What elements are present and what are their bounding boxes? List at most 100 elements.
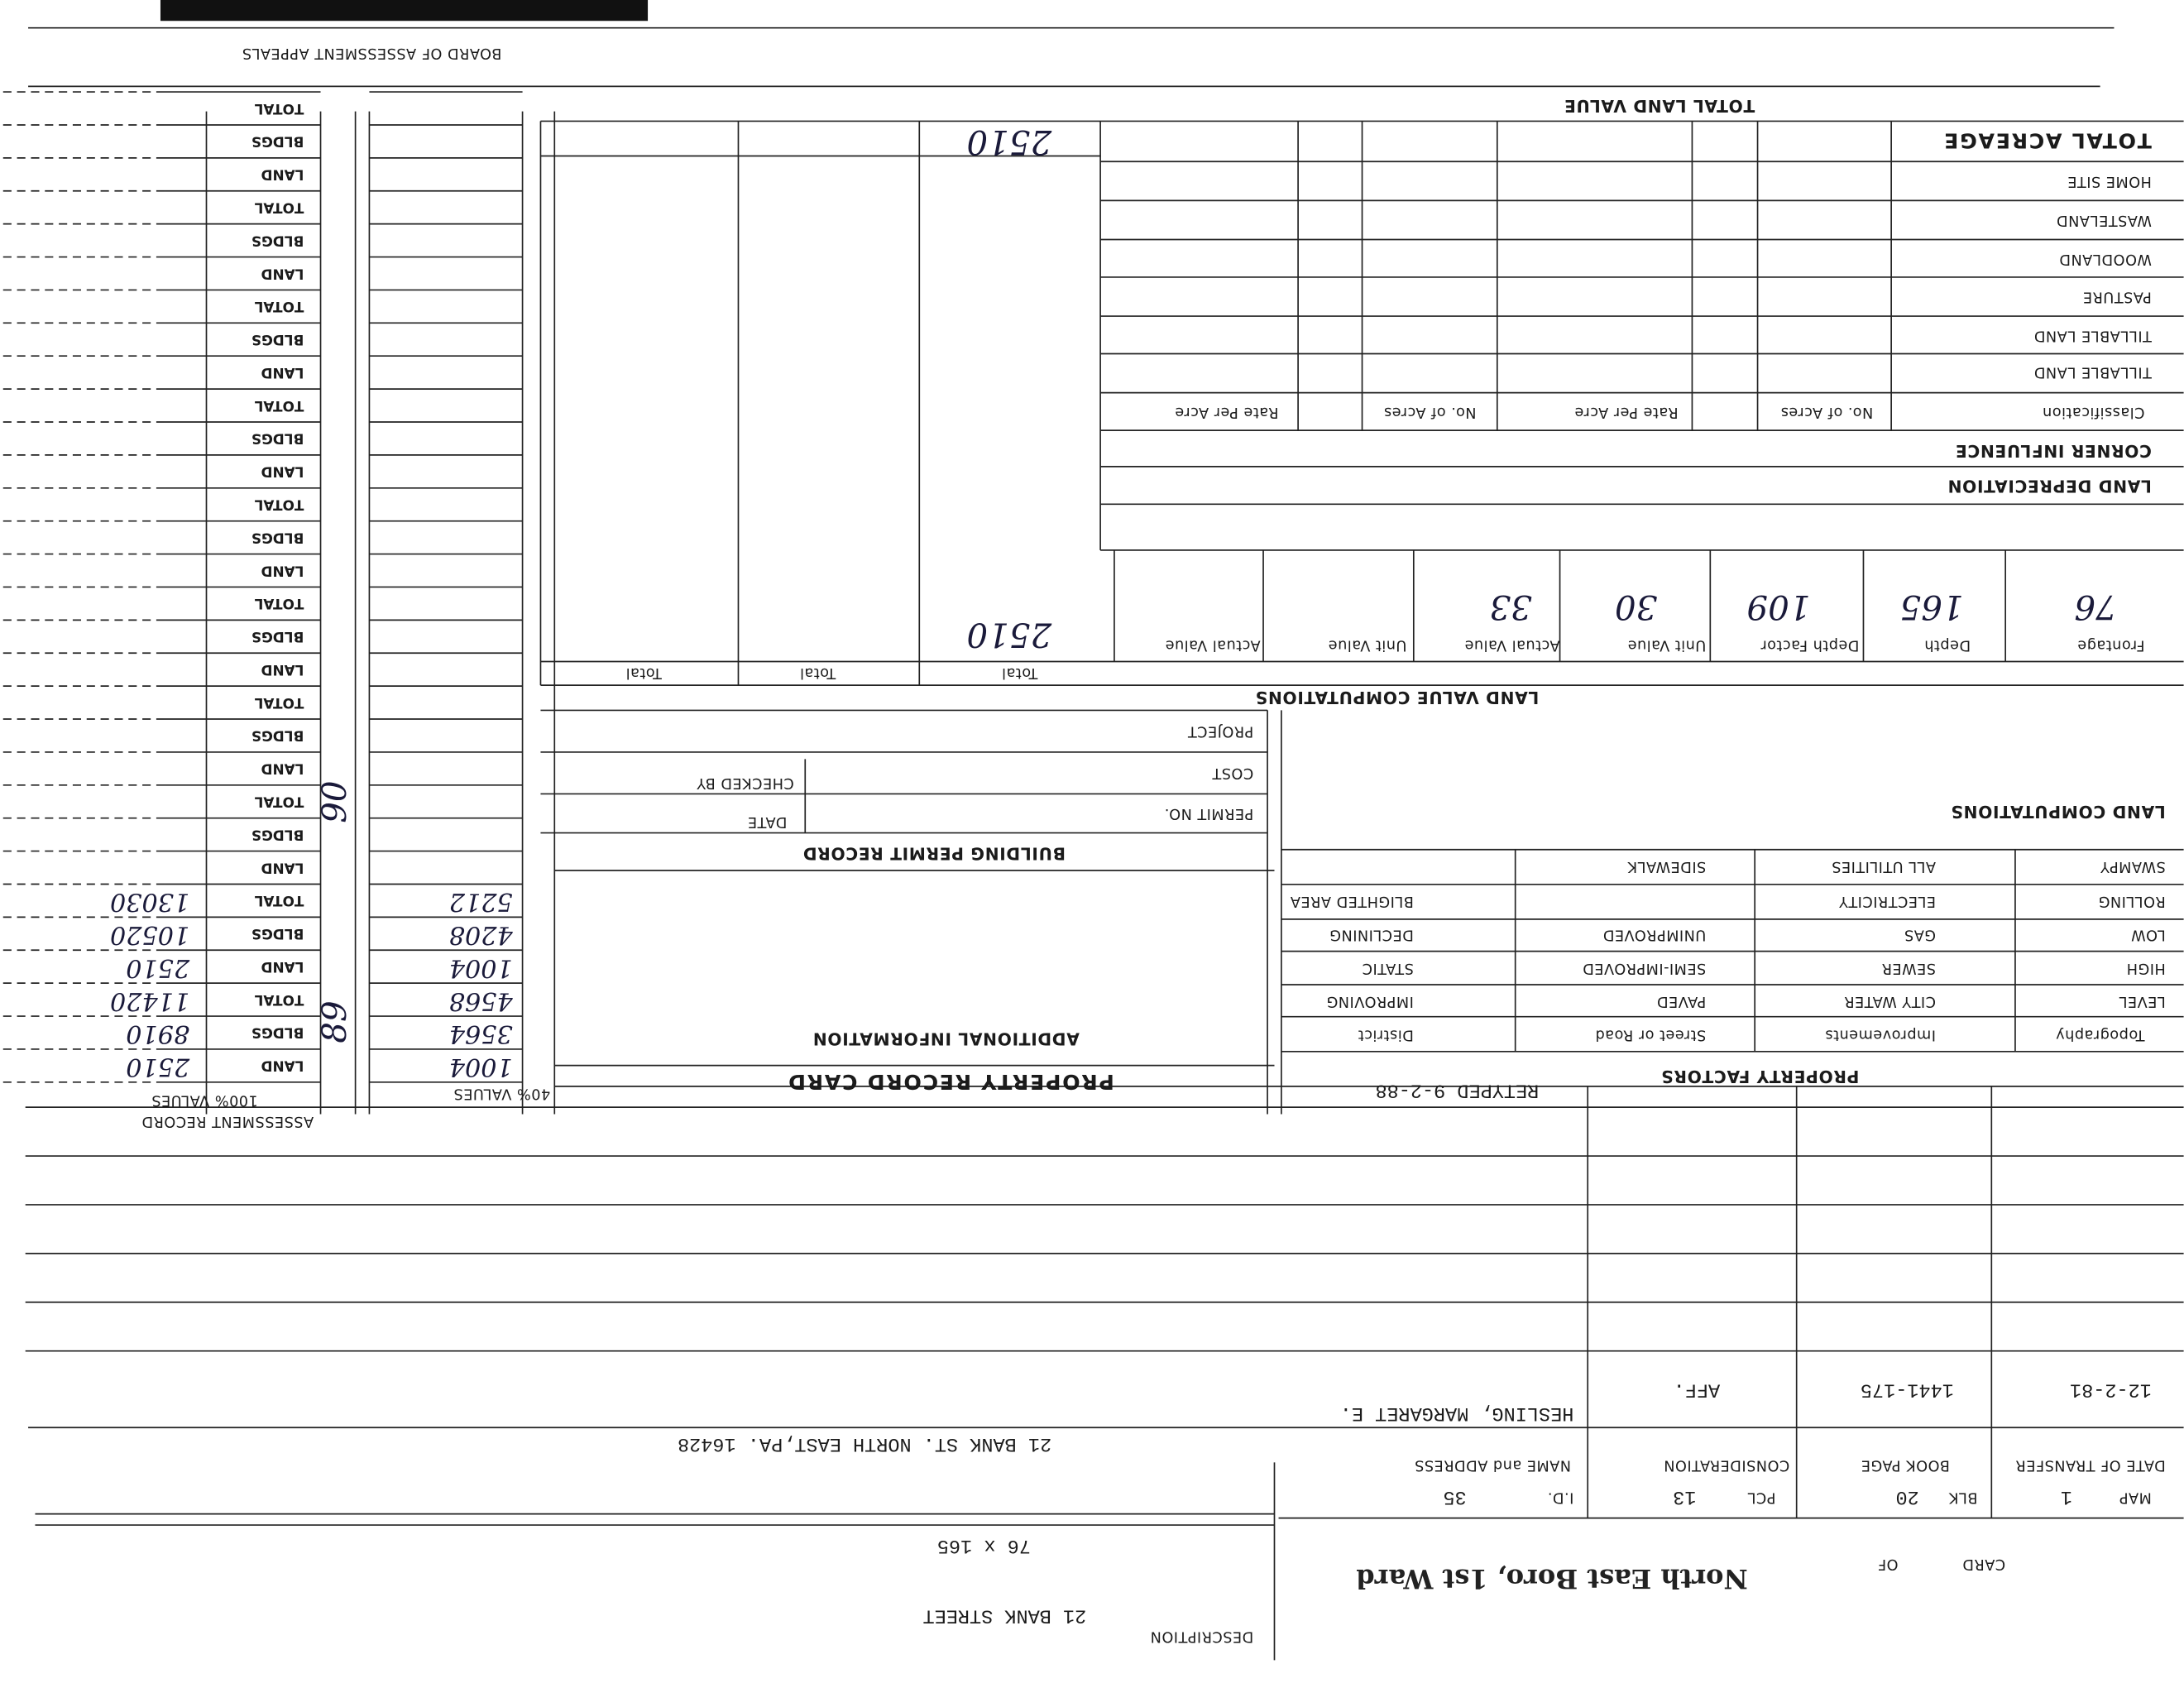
column-header: Improvements [1825,1027,1936,1043]
row-label: BLDGS [251,629,304,645]
handwritten-value: 10520 [110,920,189,949]
handwritten-value: 2510 [126,953,190,982]
row-label: TOTAL [254,794,304,810]
handwritten-value: 13030 [110,887,189,916]
handwritten-value: 76 [2074,587,2116,626]
factor: ALL UTILITIES [1832,858,1936,875]
address: 21 BANK ST. NORTH EAST,PA. 16428 [678,1432,1051,1455]
row-label: BLDGS [251,134,304,151]
factor: CITY WATER [1844,993,1936,1009]
column-header: Actual Value [1165,636,1260,653]
column-header: NAME and ADDRESS [1415,1457,1571,1474]
row-label: TOTAL [254,596,304,612]
row-label: TOTAL [254,398,304,415]
column-header: Topography [2056,1027,2146,1043]
section-title: PROPERTY FACTORS [1661,1067,1860,1086]
column-header: Unit Value [1328,636,1406,653]
section-title: LAND COMPUTATIONS [1951,802,2166,822]
column-header: BOOK PAGE [1861,1457,1949,1474]
handwritten-value: 5212 [449,887,513,916]
row-label: LAND [261,365,304,381]
cell: HESLING, MARGARET E. [1340,1402,1574,1424]
factor: STATIC [1362,960,1414,976]
column-header: Depth Factor [1760,636,1860,653]
column-header: CONSIDERATION [1664,1457,1790,1474]
handwritten-value: 1004 [449,1053,513,1081]
label: PCL [1747,1489,1775,1505]
section-title: CORNER INFLUENCE [1955,441,2152,461]
section-title: ASSESSMENT RECORD [141,1113,314,1129]
factor: GAS [1904,926,1936,942]
row-label: LAND [261,1058,304,1075]
label: 1 [2061,1485,2072,1508]
municipality: North East Boro, 1st Ward [1356,1563,1747,1594]
handwritten-value: 8910 [126,1019,189,1048]
row-label: BLDGS [251,1025,304,1042]
column-header: Frontage [2077,636,2145,653]
description: 21 BANK STREET [922,1604,1086,1626]
label: 13 [1673,1485,1696,1508]
label: COST [1212,765,1253,781]
column-header: Unit Value [1627,636,1706,653]
row-label: TOTAL [254,992,304,1009]
column-header: Rate Per Acre [1175,404,1279,420]
classification: HOME SITE [2067,173,2152,189]
row-label: TOTAL [254,893,304,909]
row-label: BLDGS [251,827,304,843]
row-label: LAND [261,563,304,579]
classification: PASTURE [2082,289,2151,305]
label: 35 [1444,1485,1467,1508]
column-header: Rate Per Acre [1574,404,1679,420]
column-header: 40% VALUES [453,1085,550,1101]
cell: 12-2-81 [2070,1379,2152,1401]
factor: SIDEWALK [1627,858,1706,875]
column-header: No. of Acres [1780,404,1873,420]
section-title: LAND VALUE COMPUTATIONS [1255,688,1539,707]
classification: WOODLAND [2059,251,2152,267]
classification: TILLABLE LAND [2033,328,2153,344]
row-label: LAND [261,167,304,184]
handwritten-value: 4208 [449,920,514,949]
scan-bar [160,0,649,22]
note: RETYPED 9-2-88 [1375,1079,1539,1101]
handwritten-year: 89 [315,1000,354,1043]
column-header: Street or Road [1595,1027,1706,1043]
cell: 1441-175 [1861,1379,1954,1401]
handwritten-value: 3564 [449,1019,513,1048]
row-label: TOTAL [254,695,304,712]
handwritten-value: 4568 [449,986,514,1015]
handwritten-value: 30 [1615,587,1657,626]
row-label: BLDGS [251,530,304,546]
label: PROJECT [1187,723,1253,740]
handwritten-value: 1004 [449,953,513,982]
column-header: Total [625,664,663,681]
classification: WASTELAND [2057,212,2152,228]
row-label: BLDGS [251,926,304,942]
column-header: Total [1002,664,1039,681]
handwritten-value: 109 [1746,587,1810,626]
label: OF [1877,1556,1898,1572]
label: MAP [2119,1489,2151,1505]
classification: TOTAL ACREAGE [1942,128,2151,152]
classification: TILLABLE LAND [2033,363,2153,380]
row-label: TOTAL [254,101,304,117]
section-title: LAND DEPRECIATION [1947,476,2152,496]
factor: HIGH [2126,960,2165,976]
label: DESCRIPTION [1150,1628,1253,1645]
handwritten-total: 2510 [966,616,1052,655]
column-header: Actual Value [1464,636,1559,653]
factor: DECLINING [1329,926,1414,942]
handwritten-value: 165 [1900,587,1964,626]
label: CHECKED BY [697,774,794,791]
section-title: BUILDING PERMIT RECORD [802,844,1066,864]
column-header: Depth [1924,636,1971,653]
label: PERMIT NO. [1164,805,1253,822]
row-label: TOTAL [254,496,304,513]
column-header: 100% VALUES [151,1092,258,1109]
section-title: TOTAL LAND VALUE [1564,96,1755,116]
factor: LEVEL [2119,993,2166,1009]
row-label: TOTAL [254,199,304,216]
